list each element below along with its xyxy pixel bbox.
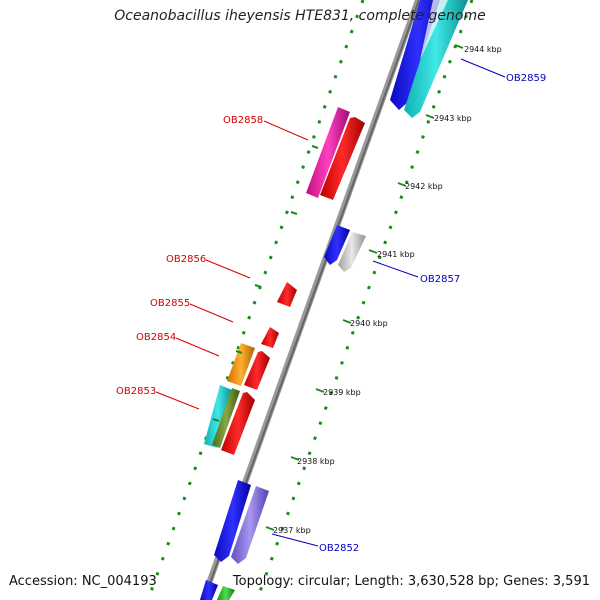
gene-bottom-green[interactable] bbox=[217, 586, 235, 600]
label-ob2856[interactable]: OB2856 bbox=[166, 254, 251, 279]
label-ob2853[interactable]: OB2853 bbox=[116, 386, 200, 410]
tick-label-2938: 2938 kbp bbox=[297, 457, 335, 466]
gene-ob2853-cyan[interactable] bbox=[204, 385, 232, 448]
tick-label-2937: 2937 kbp bbox=[273, 526, 311, 535]
gene-ob2855[interactable] bbox=[261, 327, 279, 348]
tick-2937: 2937 kbp bbox=[265, 526, 311, 535]
gene-ob2858-red[interactable] bbox=[320, 117, 365, 200]
tick-label-2939: 2939 kbp bbox=[323, 388, 361, 397]
gene-label-ob2856: OB2856 bbox=[166, 254, 206, 265]
label-ob2852[interactable]: OB2852 bbox=[271, 533, 359, 554]
tick-label-2943: 2943 kbp bbox=[434, 114, 472, 123]
tick-label-2941: 2941 kbp bbox=[377, 250, 415, 259]
gene-label-ob2857: OB2857 bbox=[420, 274, 460, 285]
gene-label-ob2852: OB2852 bbox=[319, 543, 359, 554]
label-ob2855[interactable]: OB2855 bbox=[150, 298, 234, 323]
tick-2940: 2940 kbp bbox=[342, 319, 388, 328]
gene-label-ob2858: OB2858 bbox=[223, 115, 263, 126]
genome-summary-text: Topology: circular; Length: 3,630,528 bp… bbox=[232, 574, 590, 589]
gene-label-ob2853: OB2853 bbox=[116, 386, 156, 397]
gene-label-ob2859: OB2859 bbox=[506, 73, 546, 84]
tick-2943: 2943 kbp bbox=[425, 114, 472, 123]
gene-ob2857-blue[interactable] bbox=[324, 225, 350, 265]
gene-ob2859-cyan[interactable] bbox=[404, 0, 468, 118]
tick-label-2944: 2944 kbp bbox=[464, 45, 502, 54]
label-ob2859[interactable]: OB2859 bbox=[460, 58, 546, 84]
tick-2938: 2938 kbp bbox=[290, 456, 335, 466]
gene-ob2857-grey[interactable] bbox=[338, 232, 366, 272]
gene-ob2852-blue[interactable] bbox=[214, 480, 251, 562]
gene-ob2856[interactable] bbox=[277, 282, 297, 307]
gene-label-ob2854: OB2854 bbox=[136, 332, 176, 343]
tick-2939: 2939 kbp bbox=[315, 388, 361, 397]
gene-ob2853-red[interactable] bbox=[221, 392, 255, 455]
tick-2944: 2944 kbp bbox=[454, 44, 502, 54]
label-ob2858[interactable]: OB2858 bbox=[223, 115, 309, 141]
gene-ob2852-lavender[interactable] bbox=[231, 486, 269, 564]
map-title: Oceanobacillus iheyensis HTE831, complet… bbox=[114, 8, 486, 24]
tick-2942: 2942 kbp bbox=[397, 182, 443, 191]
gene-ob2859-white bbox=[420, 0, 448, 60]
tick-label-2940: 2940 kbp bbox=[350, 319, 388, 328]
gene-ob2853-olive[interactable] bbox=[212, 388, 240, 448]
tick-2941: 2941 kbp bbox=[368, 249, 415, 259]
gene-ob2854-orange[interactable] bbox=[227, 343, 255, 386]
label-ob2854[interactable]: OB2854 bbox=[136, 332, 220, 357]
gene-label-ob2855: OB2855 bbox=[150, 298, 190, 309]
gene-ob2858-magenta[interactable] bbox=[306, 107, 350, 198]
tick-label-2942: 2942 kbp bbox=[405, 182, 443, 191]
gene-bottom-blue[interactable] bbox=[200, 580, 218, 600]
gene-ob2854-red[interactable] bbox=[244, 351, 270, 390]
label-ob2857[interactable]: OB2857 bbox=[372, 260, 460, 285]
minor-ticks bbox=[212, 145, 319, 422]
accession-text: Accession: NC_004193 bbox=[9, 574, 157, 589]
